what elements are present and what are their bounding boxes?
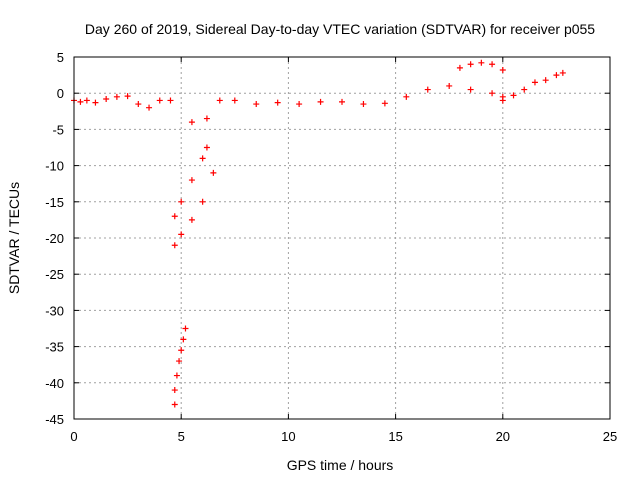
data-point — [467, 86, 474, 93]
data-point — [103, 95, 110, 102]
data-point — [446, 82, 453, 89]
data-point — [553, 72, 560, 79]
data-point — [178, 347, 185, 354]
data-point — [510, 92, 517, 99]
data-point — [499, 67, 506, 74]
y-tick-label: 0 — [57, 86, 64, 101]
series-track-A — [171, 144, 210, 220]
data-point — [124, 93, 131, 100]
y-tick-label: 5 — [57, 50, 64, 65]
data-point — [424, 86, 431, 93]
data-point — [203, 144, 210, 151]
y-axis: 5 0 -5 -10 -15 -20 -25 -30 -35 -40 -45 — [45, 50, 610, 427]
data-point — [216, 97, 223, 104]
data-point — [521, 86, 528, 93]
data-point — [113, 93, 120, 100]
y-tick-label: -20 — [45, 231, 64, 246]
data-point — [77, 98, 84, 105]
data-point — [499, 93, 506, 100]
data-point — [199, 198, 206, 205]
data-point — [253, 101, 260, 108]
series-track-C — [171, 325, 189, 394]
data-point — [456, 64, 463, 71]
x-tick-label: 20 — [496, 429, 510, 444]
data-point — [274, 99, 281, 106]
y-tick-label: -25 — [45, 267, 64, 282]
data-point — [176, 358, 183, 365]
data-point — [171, 401, 178, 408]
data-point — [531, 79, 538, 86]
data-point — [478, 59, 485, 66]
y-tick-label: -5 — [52, 122, 64, 137]
data-point — [178, 231, 185, 238]
x-tick-label: 10 — [281, 429, 295, 444]
data-point — [231, 97, 238, 104]
data-point — [403, 93, 410, 100]
data-point — [203, 115, 210, 122]
data-point — [173, 372, 180, 379]
x-tick-label: 15 — [388, 429, 402, 444]
x-tick-label: 0 — [70, 429, 77, 444]
grid — [73, 56, 611, 420]
data-point — [188, 216, 195, 223]
data-point — [171, 387, 178, 394]
data-point — [199, 155, 206, 162]
y-tick-label: -35 — [45, 340, 64, 355]
y-axis-label: SDTVAR / TECUs — [6, 182, 22, 294]
y-tick-label: -10 — [45, 159, 64, 174]
data-point — [167, 97, 174, 104]
data-point — [178, 198, 185, 205]
data-point — [156, 97, 163, 104]
data-point — [489, 90, 496, 97]
y-tick-label: -45 — [45, 412, 64, 427]
data-point — [188, 177, 195, 184]
series-end-cluster — [499, 69, 566, 100]
data-point — [135, 101, 142, 108]
data-points — [71, 59, 566, 408]
data-point — [210, 169, 217, 176]
data-point — [188, 119, 195, 126]
y-tick-label: -30 — [45, 303, 64, 318]
data-point — [489, 61, 496, 68]
data-point — [542, 77, 549, 84]
series-outlier — [171, 401, 178, 408]
series-upper-arc — [456, 59, 506, 74]
x-tick-label: 5 — [178, 429, 185, 444]
data-point — [180, 336, 187, 343]
data-point — [296, 101, 303, 108]
data-point — [171, 213, 178, 220]
data-point — [92, 99, 99, 106]
data-point — [339, 98, 345, 105]
data-point — [467, 61, 474, 68]
data-point — [182, 325, 189, 332]
data-point — [83, 97, 90, 104]
x-tick-label: 25 — [603, 429, 617, 444]
data-point — [317, 98, 324, 105]
data-point — [381, 100, 388, 107]
x-axis-label: GPS time / hours — [287, 457, 394, 473]
chart-title: Day 260 of 2019, Sidereal Day-to-day VTE… — [85, 21, 595, 37]
data-point — [171, 242, 178, 249]
data-point — [146, 104, 153, 111]
y-tick-label: -15 — [45, 195, 64, 210]
series-track-B — [171, 169, 217, 249]
data-point — [559, 69, 566, 76]
x-axis: 0 5 10 15 20 25 — [70, 57, 617, 444]
y-tick-label: -40 — [45, 376, 64, 391]
data-point — [360, 101, 367, 108]
